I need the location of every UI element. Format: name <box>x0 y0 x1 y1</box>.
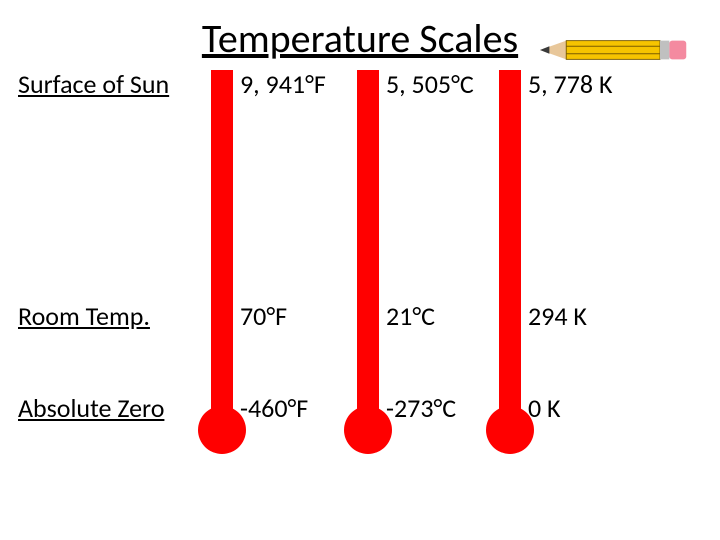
pencil-body <box>566 41 660 60</box>
row-label-room: Room Temp. <box>18 300 150 332</box>
thermometer-c-bar <box>357 70 379 430</box>
row-label-sun: Surface of Sun <box>18 68 169 100</box>
pencil-eraser <box>669 41 686 60</box>
value-room-k: 294 K <box>528 300 587 332</box>
value-sun-k: 5, 778 K <box>528 68 612 100</box>
pencil-band <box>660 41 669 60</box>
pencil-svg <box>540 38 690 62</box>
value-zero-k: 0 K <box>528 392 561 424</box>
value-sun-c: 5, 505°C <box>386 68 474 100</box>
thermometer-f-bulb <box>198 406 246 454</box>
thermometer-c-bulb <box>344 406 392 454</box>
value-sun-f: 9, 941°F <box>240 68 326 100</box>
row-label-zero: Absolute Zero <box>18 392 164 424</box>
pencil-lead <box>540 46 549 54</box>
value-zero-f: -460°F <box>240 392 308 424</box>
thermometer-k-bar <box>499 70 521 430</box>
value-zero-c: -273°C <box>386 392 456 424</box>
pencil-icon <box>540 38 690 67</box>
thermometer-f-bar <box>211 70 233 430</box>
thermometer-k-bulb <box>486 406 534 454</box>
value-room-c: 21°C <box>386 300 435 332</box>
value-room-f: 70°F <box>240 300 287 332</box>
